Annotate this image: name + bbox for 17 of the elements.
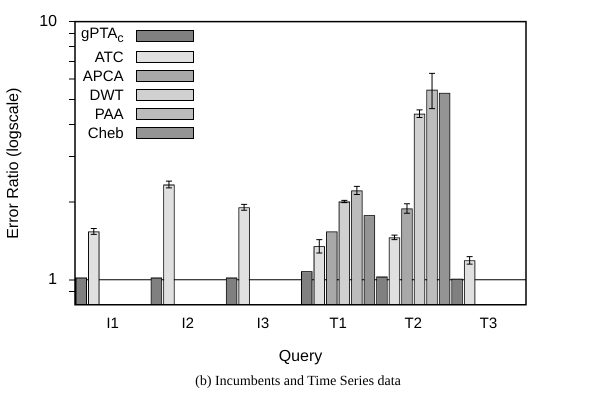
x-tick-label: I3 — [256, 314, 270, 332]
x-tick-label: I1 — [106, 314, 119, 332]
x-tick-label: I2 — [181, 314, 194, 332]
legend-label: Cheb — [88, 124, 124, 143]
legend-label: ATC — [94, 48, 124, 67]
legend-label: gPTA$_{c}$ — [80, 24, 124, 47]
legend-label: PAA — [94, 104, 124, 124]
x-tick-label: T1 — [329, 314, 347, 332]
y-tick-label: 1 — [48, 271, 58, 288]
x-axis-title: Query — [278, 348, 322, 365]
legend-label: APCA — [82, 66, 124, 86]
x-tick-label: T3 — [480, 314, 498, 332]
x-tick-label: T2 — [404, 314, 422, 332]
y-axis-title: Error Ratio (logscale) — [5, 88, 22, 239]
text: (b) Incumbents and Time Series data — [194, 374, 402, 390]
legend-label: DWT — [89, 86, 124, 105]
y-tick-label: 10 — [39, 13, 58, 30]
